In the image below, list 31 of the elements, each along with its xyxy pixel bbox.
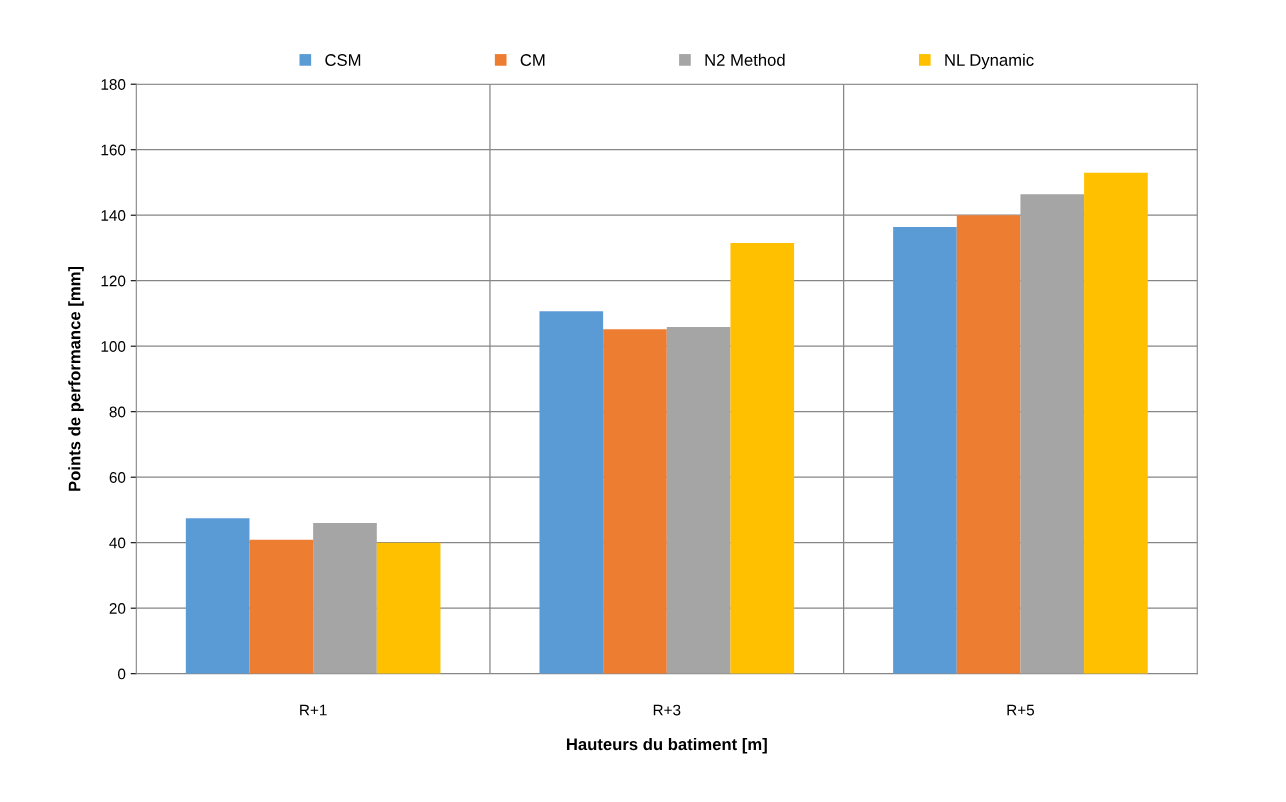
x-tick-label: R+1 [300,704,327,716]
legend-label: CM [520,54,545,66]
bar [249,539,314,674]
y-tick-label: 80 [109,406,126,418]
bar [603,329,667,674]
y-tick-label: 100 [101,341,126,352]
bar [666,326,731,674]
bar [1084,172,1148,674]
x-tick-label: R+3 [653,704,681,716]
y-tick-label: 60 [109,472,126,483]
bar [730,243,795,674]
y-tick-label: 180 [101,79,126,90]
y-tick-label: 0 [118,668,126,680]
bar [376,542,441,674]
bar [893,226,957,674]
legend-label: CSM [325,54,361,66]
x-tick-label: R+5 [1007,704,1035,716]
y-tick-label: 160 [101,144,126,156]
y-tick-label: 140 [101,210,126,221]
y-axis-title: Points de performance [mm] [68,266,84,491]
y-tick-label: 120 [101,275,126,287]
bar [185,518,250,674]
legend-label: N2 Method [705,53,785,66]
y-tick-label: 20 [109,603,126,614]
legend-label: NL Dynamic [945,53,1034,70]
bar [1020,194,1085,674]
bar [539,311,604,674]
x-axis-title: Hauteurs du batiment [m] [566,737,767,754]
y-tick-label: 40 [109,537,126,549]
bar [956,215,1021,674]
bar [313,523,377,674]
